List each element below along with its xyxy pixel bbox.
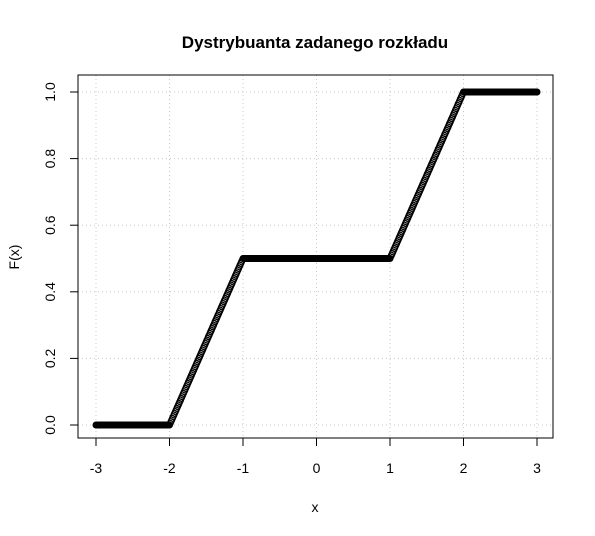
x-tick-label: 2 [460, 460, 468, 476]
x-tick-label: 1 [386, 460, 394, 476]
x-tick-label: 3 [533, 460, 541, 476]
data-points [92, 88, 541, 429]
y-axis-label: F(x) [6, 245, 22, 270]
y-tick-label: 0.0 [42, 415, 58, 435]
x-tick-label: -3 [90, 460, 103, 476]
grid [78, 75, 553, 438]
y-tick-label: 0.2 [42, 348, 58, 368]
chart-title: Dystrybuanta zadanego rozkładu [182, 33, 448, 52]
y-tick-label: 0.8 [42, 149, 58, 169]
data-point [533, 88, 541, 96]
x-axis: -3 -2 -1 0 1 2 3 [90, 437, 541, 476]
y-tick-label: 1.0 [42, 82, 58, 102]
y-tick-label: 0.6 [42, 215, 58, 235]
x-tick-label: 0 [313, 460, 321, 476]
y-tick-label: 0.4 [42, 282, 58, 302]
x-tick-label: -2 [163, 460, 176, 476]
x-tick-label: -1 [237, 460, 250, 476]
y-axis: 0.0 0.2 0.4 0.6 0.8 1.0 [42, 82, 79, 435]
x-axis-label: x [312, 499, 319, 515]
